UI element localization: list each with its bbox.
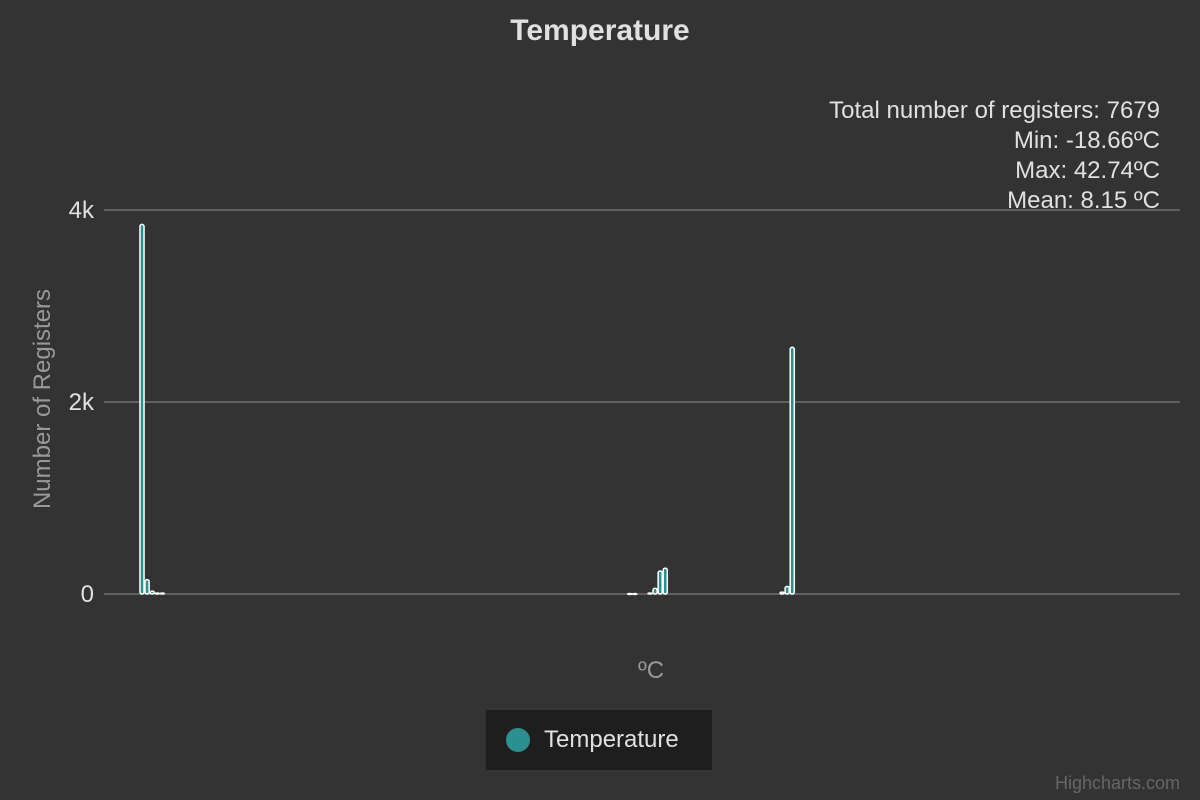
x-axis-label: ºC xyxy=(638,657,664,684)
histogram-bar[interactable] xyxy=(657,570,663,595)
y-tick-labels: 0 2k 4k xyxy=(69,197,95,608)
y-tick-label: 2k xyxy=(69,389,95,416)
grid-lines xyxy=(104,209,1180,595)
histogram-bar[interactable] xyxy=(789,346,796,595)
stat-mean: Mean: 8.15 ºC xyxy=(1007,187,1160,214)
histogram-bar[interactable] xyxy=(784,585,790,595)
histogram-bar[interactable] xyxy=(144,578,150,595)
credits-link[interactable]: Highcharts.com xyxy=(1054,773,1180,793)
histogram-bar[interactable] xyxy=(626,592,633,596)
histogram-bar[interactable] xyxy=(139,223,145,595)
stat-max: Max: 42.74ºC xyxy=(1015,157,1160,184)
histogram-bar[interactable] xyxy=(154,592,161,595)
histogram-bar[interactable] xyxy=(652,587,658,595)
histogram-bar[interactable] xyxy=(662,567,669,595)
statistics-box: Total number of registers: 7679 Min: -18… xyxy=(829,96,1160,216)
legend-item-temperature[interactable]: Temperature xyxy=(486,710,712,770)
chart-title: Temperature xyxy=(510,14,690,47)
y-tick-label: 4k xyxy=(69,197,95,224)
histogram-bar[interactable] xyxy=(149,590,155,595)
histogram-bar[interactable] xyxy=(631,592,638,596)
y-axis-label: Number of Registers xyxy=(29,289,56,509)
stat-min: Min: -18.66ºC xyxy=(1013,127,1160,154)
bars xyxy=(139,223,796,596)
y-tick-label: 0 xyxy=(81,581,94,608)
stat-total: Total number of registers: 7679 xyxy=(829,97,1160,124)
histogram-bar[interactable] xyxy=(779,591,785,595)
histogram-bar[interactable] xyxy=(647,592,653,595)
legend-label: Temperature xyxy=(544,726,679,753)
legend-circle-icon xyxy=(506,728,530,752)
histogram-bar[interactable] xyxy=(159,592,166,595)
